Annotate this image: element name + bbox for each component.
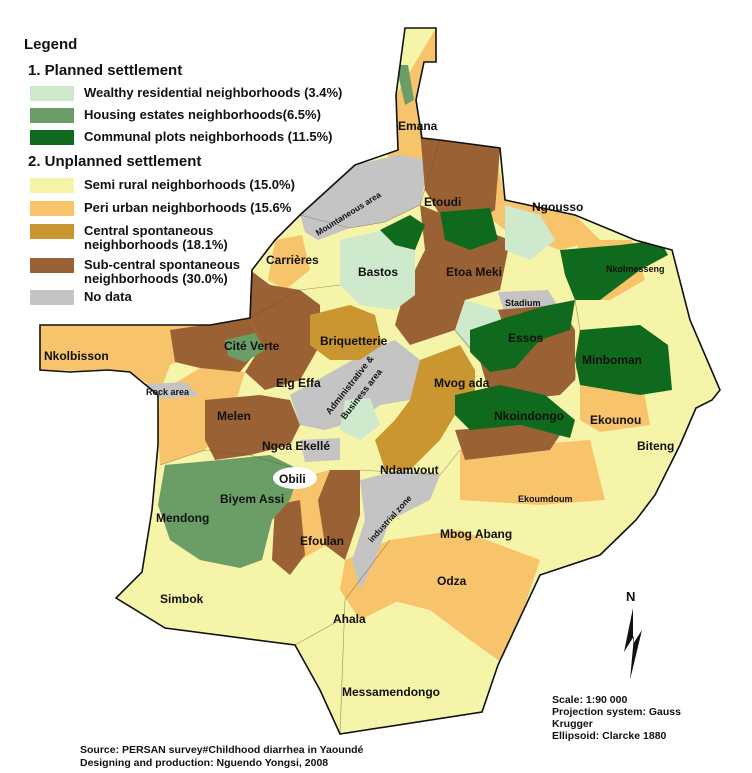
label-ndamvout: Ndamvout xyxy=(380,463,439,477)
label-mvog-ada: Mvog ada xyxy=(434,376,490,390)
label-emana: Emana xyxy=(398,119,438,133)
legend-label: No data xyxy=(84,290,132,304)
label-efoulan: Efoulan xyxy=(300,534,344,548)
projection-text: Projection system: Gauss Krugger xyxy=(552,706,712,730)
label-odza: Odza xyxy=(437,574,467,588)
legend-label: Peri urban neighborhoods (15.6% xyxy=(84,201,291,215)
label-nkolbisson: Nkolbisson xyxy=(44,349,109,363)
legend-swatch xyxy=(30,108,74,123)
label-nkolmesseng: Nkolmesseng xyxy=(606,264,665,274)
credit-line: Designing and production: Nguendo Yongsi… xyxy=(80,757,363,770)
north-arrow: N xyxy=(624,589,642,680)
label-ekounou: Ekounou xyxy=(590,413,641,427)
legend-unplanned-title: 2. Unplanned settlement xyxy=(28,153,201,170)
legend-label: Housing estates neighborhoods(6.5%) xyxy=(84,108,321,122)
legend-label: Wealthy residential neighborhoods (3.4%) xyxy=(84,86,342,100)
label-etoudi: Etoudi xyxy=(424,195,461,209)
legend-swatch xyxy=(30,258,74,273)
legend-title: Legend xyxy=(24,36,77,53)
label-messamendongo: Messamendongo xyxy=(342,685,440,699)
legend-item-no-data: No data xyxy=(30,290,132,305)
legend-item-communal: Communal plots neighborhoods (11.5%) xyxy=(30,130,332,145)
label-simbok: Simbok xyxy=(160,592,204,606)
north-arrow-icon xyxy=(624,608,642,680)
legend-planned-title: 1. Planned settlement xyxy=(28,62,182,79)
legend-item-sub-central: Sub-central spontaneous neighborhoods (3… xyxy=(30,258,284,286)
label-essos: Essos xyxy=(508,331,544,345)
label-nkoindongo: Nkoindongo xyxy=(494,409,564,423)
legend-swatch xyxy=(30,130,74,145)
label-biyem-assi: Biyem Assi xyxy=(220,492,284,506)
label-ahala: Ahala xyxy=(333,612,366,626)
label-rock: Rock area xyxy=(146,387,190,397)
legend-swatch xyxy=(30,178,74,193)
legend-label: Sub-central spontaneous neighborhoods (3… xyxy=(84,258,284,286)
label-minboman: Minboman xyxy=(582,353,642,367)
legend-swatch xyxy=(30,201,74,216)
label-bastos: Bastos xyxy=(358,265,398,279)
ellipsoid-text: Ellipsoid: Clarcke 1880 xyxy=(552,730,712,742)
legend-swatch xyxy=(30,224,74,239)
source-credit: Source: PERSAN survey#Childhood diarrhea… xyxy=(80,744,363,770)
legend-label: Communal plots neighborhoods (11.5%) xyxy=(84,130,332,144)
legend-item-central: Central spontaneous neighborhoods (18.1%… xyxy=(30,224,269,252)
label-mendong: Mendong xyxy=(156,511,209,525)
legend-label: Semi rural neighborhoods (15.0%) xyxy=(84,178,295,192)
label-ngousso: Ngousso xyxy=(532,200,583,214)
source-line: Source: PERSAN survey#Childhood diarrhea… xyxy=(80,744,363,757)
label-etoa-meki: Etoa Meki xyxy=(446,265,502,279)
label-ngoa-ekelle: Ngoa Ekellé xyxy=(262,439,330,453)
scale-text: Scale: 1:90 000 xyxy=(552,694,712,706)
label-cite-verte: Cité Verte xyxy=(224,339,280,353)
legend-item-housing: Housing estates neighborhoods(6.5%) xyxy=(30,108,321,123)
label-biteng: Biteng xyxy=(637,439,674,453)
legend-swatch xyxy=(30,290,74,305)
label-melen: Melen xyxy=(217,409,251,423)
legend-label: Central spontaneous neighborhoods (18.1%… xyxy=(84,224,269,252)
legend-item-wealthy: Wealthy residential neighborhoods (3.4%) xyxy=(30,86,342,101)
label-briquetterie: Briquetterie xyxy=(320,334,388,348)
north-label: N xyxy=(626,589,635,604)
legend-swatch xyxy=(30,86,74,101)
label-stadium: Stadium xyxy=(505,298,541,308)
label-elg-effa: Elg Effa xyxy=(276,376,321,390)
label-obili: Obili xyxy=(279,472,306,486)
label-mbog-abang: Mbog Abang xyxy=(440,527,512,541)
legend-item-semi-rural: Semi rural neighborhoods (15.0%) xyxy=(30,178,295,193)
scale-info: Scale: 1:90 000 Projection system: Gauss… xyxy=(548,692,716,744)
label-ekoumdoum: Ekoumdoum xyxy=(518,494,573,504)
legend-item-peri-urban: Peri urban neighborhoods (15.6% xyxy=(30,201,291,216)
